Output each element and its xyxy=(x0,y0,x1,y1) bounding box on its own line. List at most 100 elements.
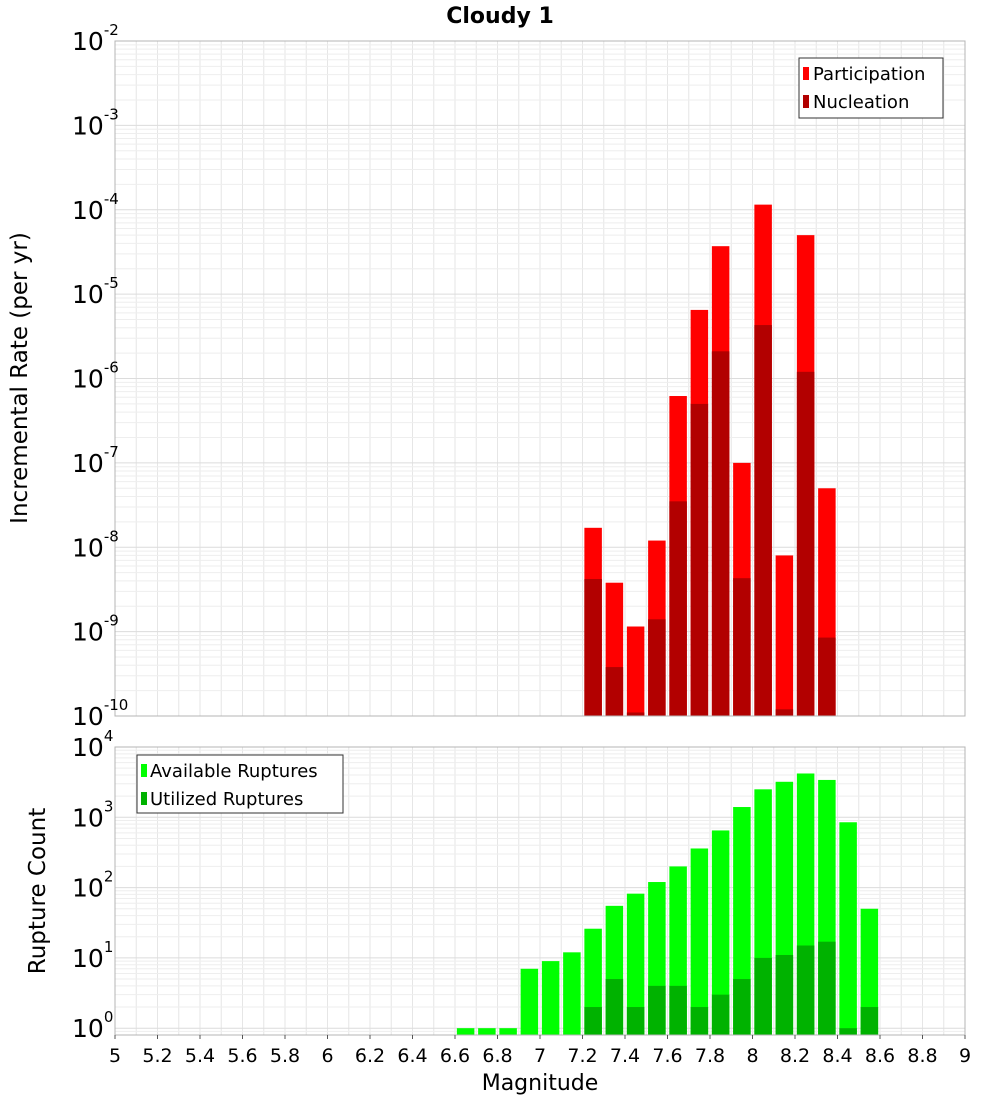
nucleation-bar xyxy=(818,637,836,716)
x-tick-label: 6 xyxy=(321,1045,333,1067)
available-ruptures-bar xyxy=(860,908,879,1035)
participation-bar xyxy=(626,626,645,716)
participation-bar xyxy=(775,555,794,716)
utilized-ruptures-bar xyxy=(775,954,794,1035)
nucleation-legend-label: Nucleation xyxy=(813,92,909,113)
nucleation-bar xyxy=(605,667,624,716)
nucleation-bar xyxy=(584,579,602,716)
x-tick-label: 8.4 xyxy=(822,1045,852,1067)
utilized-ruptures-bar xyxy=(584,1007,602,1035)
x-tick-label: 5.8 xyxy=(270,1045,300,1067)
x-tick-label: 7.4 xyxy=(610,1045,640,1067)
rate-y-tick-label: 10-7 xyxy=(72,443,119,478)
x-tick-label: 5.6 xyxy=(227,1045,257,1067)
count-y-tick-exponent: 2 xyxy=(104,868,114,886)
available-ruptures-bar xyxy=(541,961,560,1035)
x-tick-label: 6.2 xyxy=(355,1045,385,1067)
x-tick-label: 9 xyxy=(959,1045,971,1067)
rate-y-tick-label: 10-5 xyxy=(72,274,119,309)
x-tick-label: 5 xyxy=(109,1045,121,1067)
rate-y-tick-exponent: -6 xyxy=(104,359,119,377)
utilized-legend-label: Utilized Ruptures xyxy=(150,789,303,810)
available-ruptures-bar xyxy=(690,848,709,1035)
x-tick-label: 7.6 xyxy=(652,1045,682,1067)
available-ruptures-bar xyxy=(563,952,581,1035)
nucleation-bar xyxy=(669,501,687,716)
rate-y-tick-exponent: -2 xyxy=(104,21,119,39)
rate-y-axis-label: Incremental Rate (per yr) xyxy=(7,232,33,524)
utilized-ruptures-bar xyxy=(690,1007,709,1035)
count-legend: Available Ruptures Utilized Ruptures xyxy=(136,754,344,814)
utilized-ruptures-bar xyxy=(605,979,624,1035)
count-y-tick-exponent: 3 xyxy=(104,797,114,815)
available-legend-swatch xyxy=(141,764,147,777)
rate-bars xyxy=(584,204,836,717)
x-tick-label: 6.4 xyxy=(397,1045,427,1067)
available-ruptures-bar xyxy=(626,893,645,1035)
participation-legend-swatch xyxy=(803,67,809,80)
rate-y-tick-label: 10-8 xyxy=(72,527,119,562)
rate-y-tick-exponent: -3 xyxy=(104,105,119,123)
rate-y-tick-exponent: -5 xyxy=(104,274,119,292)
rate-y-tick-exponent: -8 xyxy=(104,527,119,545)
x-tick-label: 8.2 xyxy=(780,1045,810,1067)
count-y-tick-label: 103 xyxy=(72,797,113,832)
rate-y-tick-label: 10-6 xyxy=(72,359,119,394)
rate-y-tick-label: 10-3 xyxy=(72,105,119,140)
count-y-axis-label: Rupture Count xyxy=(25,808,51,974)
count-y-tick-label: 100 xyxy=(72,1008,113,1043)
nucleation-bar xyxy=(775,709,794,716)
utilized-ruptures-bar xyxy=(733,979,751,1035)
utilized-legend-swatch xyxy=(141,792,147,805)
utilized-ruptures-bar xyxy=(648,985,666,1035)
x-axis-label: Magnitude xyxy=(482,1071,599,1096)
rate-y-tick-exponent: -10 xyxy=(104,696,129,714)
available-ruptures-bar xyxy=(839,822,857,1035)
rate-y-tick-exponent: -9 xyxy=(104,612,119,630)
count-y-tick-exponent: 0 xyxy=(104,1008,114,1026)
x-tick-label: 8.6 xyxy=(865,1045,895,1067)
available-ruptures-bar xyxy=(478,1028,496,1035)
nucleation-bar xyxy=(711,351,730,716)
x-axis-ticks: 5 5.2 5.4 5.6 5.8 6 6.2 6.4 6.6 6.8 7 7.2 7.4 7.6 7.8 8… xyxy=(109,1035,971,1067)
available-ruptures-bar xyxy=(520,968,539,1035)
rate-y-tick-label: 10-9 xyxy=(72,612,119,647)
count-legend-box xyxy=(136,754,344,814)
x-tick-label: 6.6 xyxy=(440,1045,470,1067)
nucleation-bar xyxy=(690,403,709,716)
nucleation-legend-swatch xyxy=(803,95,809,108)
rate-legend: Participation Nucleation xyxy=(798,57,944,119)
rate-y-ticks: 10-2 10-3 10-4 10-5 10-6 10-7 10-8 10-9 10-10 xyxy=(72,21,128,731)
nucleation-bar xyxy=(733,578,751,716)
rate-y-tick-label: 10-2 xyxy=(72,21,119,56)
utilized-ruptures-bar xyxy=(860,1007,879,1035)
nucleation-bar xyxy=(648,619,666,716)
count-y-tick-label: 101 xyxy=(72,938,113,973)
rate-y-tick-label: 10-4 xyxy=(72,190,119,225)
x-tick-label: 5.2 xyxy=(142,1045,172,1067)
available-ruptures-bar xyxy=(456,1028,475,1035)
chart-title: Cloudy 1 xyxy=(446,4,554,29)
x-tick-label: 7 xyxy=(534,1045,546,1067)
x-tick-label: 8 xyxy=(746,1045,758,1067)
participation-legend-label: Participation xyxy=(813,64,925,85)
utilized-ruptures-bar xyxy=(754,957,772,1035)
x-tick-label: 5.4 xyxy=(185,1045,215,1067)
x-tick-label: 7.2 xyxy=(567,1045,597,1067)
available-ruptures-bar xyxy=(711,830,730,1035)
utilized-ruptures-bar xyxy=(818,941,836,1035)
utilized-ruptures-bar xyxy=(711,994,730,1035)
nucleation-bar xyxy=(796,371,815,716)
nucleation-bar xyxy=(626,712,645,716)
x-tick-label: 8.8 xyxy=(907,1045,937,1067)
x-tick-label: 7.8 xyxy=(695,1045,725,1067)
count-y-tick-exponent: 4 xyxy=(104,727,114,745)
rate-y-tick-exponent: -4 xyxy=(104,190,119,208)
utilized-ruptures-bar xyxy=(839,1028,857,1035)
rate-y-tick-label: 10-10 xyxy=(72,696,128,731)
utilized-ruptures-bar xyxy=(626,1007,645,1035)
available-legend-label: Available Ruptures xyxy=(150,761,318,782)
count-y-tick-label: 104 xyxy=(72,727,113,762)
